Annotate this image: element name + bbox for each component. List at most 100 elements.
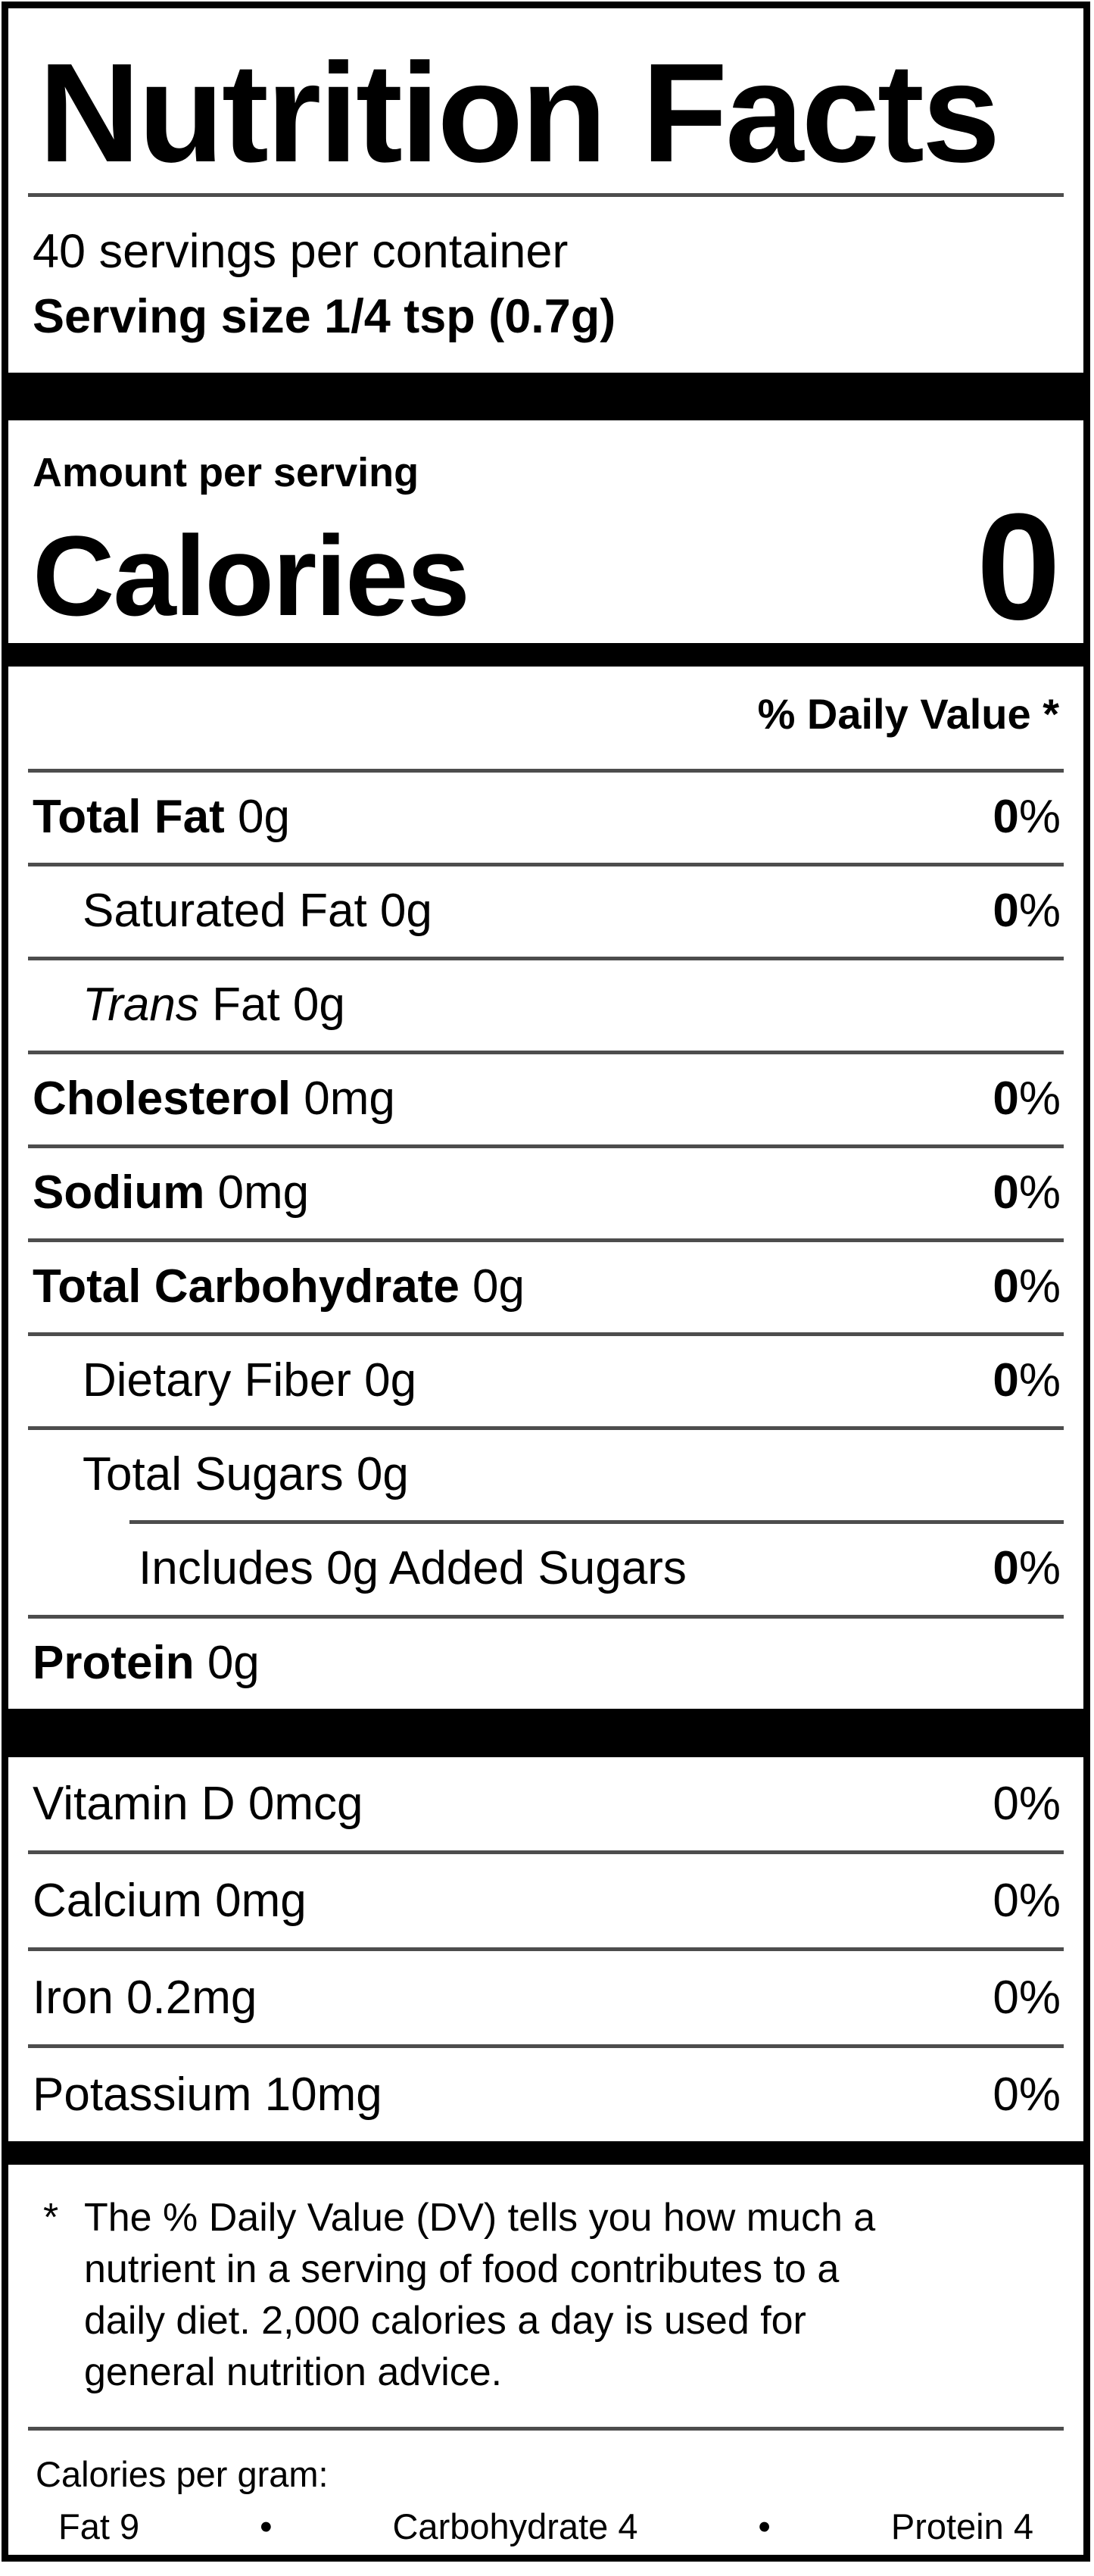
dv-percent-sign: % (1018, 1260, 1061, 1313)
row-total-carbohydrate: Total Carbohydrate 0g 0% (8, 1242, 1083, 1332)
dv-percent-sign: % (1018, 790, 1061, 843)
row-calcium: Calcium 0mg 0% (8, 1854, 1083, 1947)
cpg-protein: Protein 4 (890, 2506, 1033, 2547)
dv-percent-sign: % (1018, 1354, 1061, 1407)
dv-percent-sign: % (1018, 1166, 1061, 1219)
daily-value-percent: 0% (993, 1544, 1061, 1593)
daily-value-percent: 0% (993, 2070, 1061, 2119)
nutrient-amount: Calcium 0mg (33, 1874, 307, 1927)
daily-value-percent: 0% (993, 1168, 1061, 1217)
amount-per-serving-label: Amount per serving (33, 449, 419, 495)
daily-value-percent: 0% (993, 792, 1061, 841)
nutrient-name: Calcium 0mg (33, 1876, 307, 1925)
nutrient-name: Vitamin D 0mcg (33, 1779, 363, 1828)
nutrient-name-bold: Total Carbohydrate (33, 1260, 460, 1313)
divider (28, 2427, 1064, 2431)
footnote-line: The % Daily Value (DV) tells you how muc… (84, 2196, 876, 2240)
row-total-fat: Total Fat 0g 0% (8, 773, 1083, 863)
nutrient-name: Dietary Fiber 0g (33, 1356, 416, 1405)
dv-number: 0 (993, 2068, 1019, 2121)
nutrient-name-bold: Protein (33, 1636, 195, 1689)
footnote-line: nutrient in a serving of food contribute… (84, 2247, 840, 2292)
dv-number: 0 (993, 1874, 1019, 1927)
divider (28, 1238, 1064, 1243)
divider (28, 192, 1064, 197)
daily-value-percent: 0% (993, 1973, 1061, 2022)
daily-value-percent: 0% (993, 1356, 1061, 1405)
bullet-separator: • (260, 2506, 273, 2547)
row-cholesterol: Cholesterol 0mg 0% (8, 1054, 1083, 1144)
divider (28, 862, 1064, 866)
dv-percent-sign: % (1018, 2068, 1061, 2121)
nutrient-name: Iron 0.2mg (33, 1973, 257, 2022)
nutrient-name-italic: Trans (83, 978, 199, 1031)
dv-number: 0 (993, 1542, 1019, 1595)
vitamins-section: Vitamin D 0mcg 0% Calcium 0mg 0% Iron 0.… (8, 1757, 1083, 2141)
dv-percent-sign: % (1018, 1971, 1061, 2024)
nutrient-amount: Saturated Fat 0g (83, 884, 432, 937)
nutrient-amount: 0mg (291, 1073, 395, 1125)
divider (28, 2044, 1064, 2048)
nutrient-amount: 0g (459, 1260, 525, 1313)
medium-separator-bar (8, 642, 1083, 667)
footnote-text: The % Daily Value (DV) tells you how muc… (84, 2192, 1044, 2398)
nutrient-name: Total Carbohydrate 0g (33, 1262, 525, 1311)
daily-value-percent: 0% (993, 886, 1061, 935)
nutrient-name: Cholesterol 0mg (33, 1074, 395, 1123)
footnote-line: daily diet. 2,000 calories a day is used… (84, 2299, 806, 2343)
nutrient-name: Protein 0g (33, 1638, 260, 1688)
thick-separator-bar (8, 372, 1083, 420)
row-added-sugars: Includes 0g Added Sugars 0% (8, 1524, 1083, 1614)
nutrient-amount: Total Sugars 0g (83, 1448, 409, 1501)
row-sodium: Sodium 0mg 0% (8, 1148, 1083, 1238)
nutrient-amount: Fat 0g (198, 978, 345, 1031)
row-iron: Iron 0.2mg 0% (8, 1951, 1083, 2044)
nutrient-amount: Dietary Fiber 0g (83, 1354, 417, 1407)
servings-per-container: 40 servings per container (33, 224, 569, 278)
daily-value-footnote: * The % Daily Value (DV) tells you how m… (8, 2165, 1083, 2398)
row-total-sugars: Total Sugars 0g (8, 1430, 1083, 1520)
thick-separator-bar (8, 1708, 1083, 1757)
daily-value-percent: 0% (993, 1876, 1061, 1925)
divider (28, 768, 1064, 773)
nutrient-amount: Iron 0.2mg (33, 1971, 257, 2024)
divider (28, 1144, 1064, 1149)
footnote-line: general nutrition advice. (84, 2350, 503, 2395)
divider (28, 1051, 1064, 1054)
medium-separator-bar (8, 2141, 1083, 2165)
nutrient-name-bold: Sodium (33, 1166, 205, 1219)
partial-divider (129, 1520, 1064, 1525)
daily-value-header: % Daily Value * (757, 689, 1059, 738)
footnote-asterisk: * (43, 2196, 59, 2240)
divider (28, 1426, 1064, 1431)
dv-number: 0 (993, 1777, 1019, 1830)
dv-percent-sign: % (1018, 1874, 1061, 1927)
dv-number: 0 (993, 1354, 1019, 1407)
daily-value-percent: 0% (993, 1779, 1061, 1828)
dv-number: 0 (993, 790, 1019, 843)
label-title: Nutrition Facts (39, 35, 1000, 192)
row-protein: Protein 0g (8, 1619, 1083, 1709)
nutrient-name: Sodium 0mg (33, 1168, 309, 1217)
nutrient-name-bold: Total Fat (33, 790, 225, 843)
nutrient-name: Total Sugars 0g (33, 1450, 409, 1499)
nutrient-amount: 0g (194, 1636, 260, 1689)
divider (28, 1947, 1064, 1951)
dv-percent-sign: % (1018, 884, 1061, 937)
dv-number: 0 (993, 884, 1019, 937)
cpg-carbohydrate: Carbohydrate 4 (392, 2506, 638, 2547)
daily-value-percent: 0% (993, 1074, 1061, 1123)
nutrient-amount: Vitamin D 0mcg (33, 1777, 363, 1830)
serving-size: Serving size 1/4 tsp (0.7g) (33, 289, 616, 343)
nutrient-name: Includes 0g Added Sugars (33, 1544, 687, 1593)
row-trans-fat: Trans Fat 0g (8, 960, 1083, 1051)
calories-value: 0 (976, 482, 1061, 651)
divider (28, 1332, 1064, 1337)
nutrient-name: Trans Fat 0g (33, 980, 345, 1029)
calories-per-gram-label: Calories per gram: (36, 2454, 329, 2495)
nutrient-name-bold: Cholesterol (33, 1073, 291, 1125)
divider (28, 956, 1064, 960)
nutrient-amount: Potassium 10mg (33, 2068, 382, 2121)
